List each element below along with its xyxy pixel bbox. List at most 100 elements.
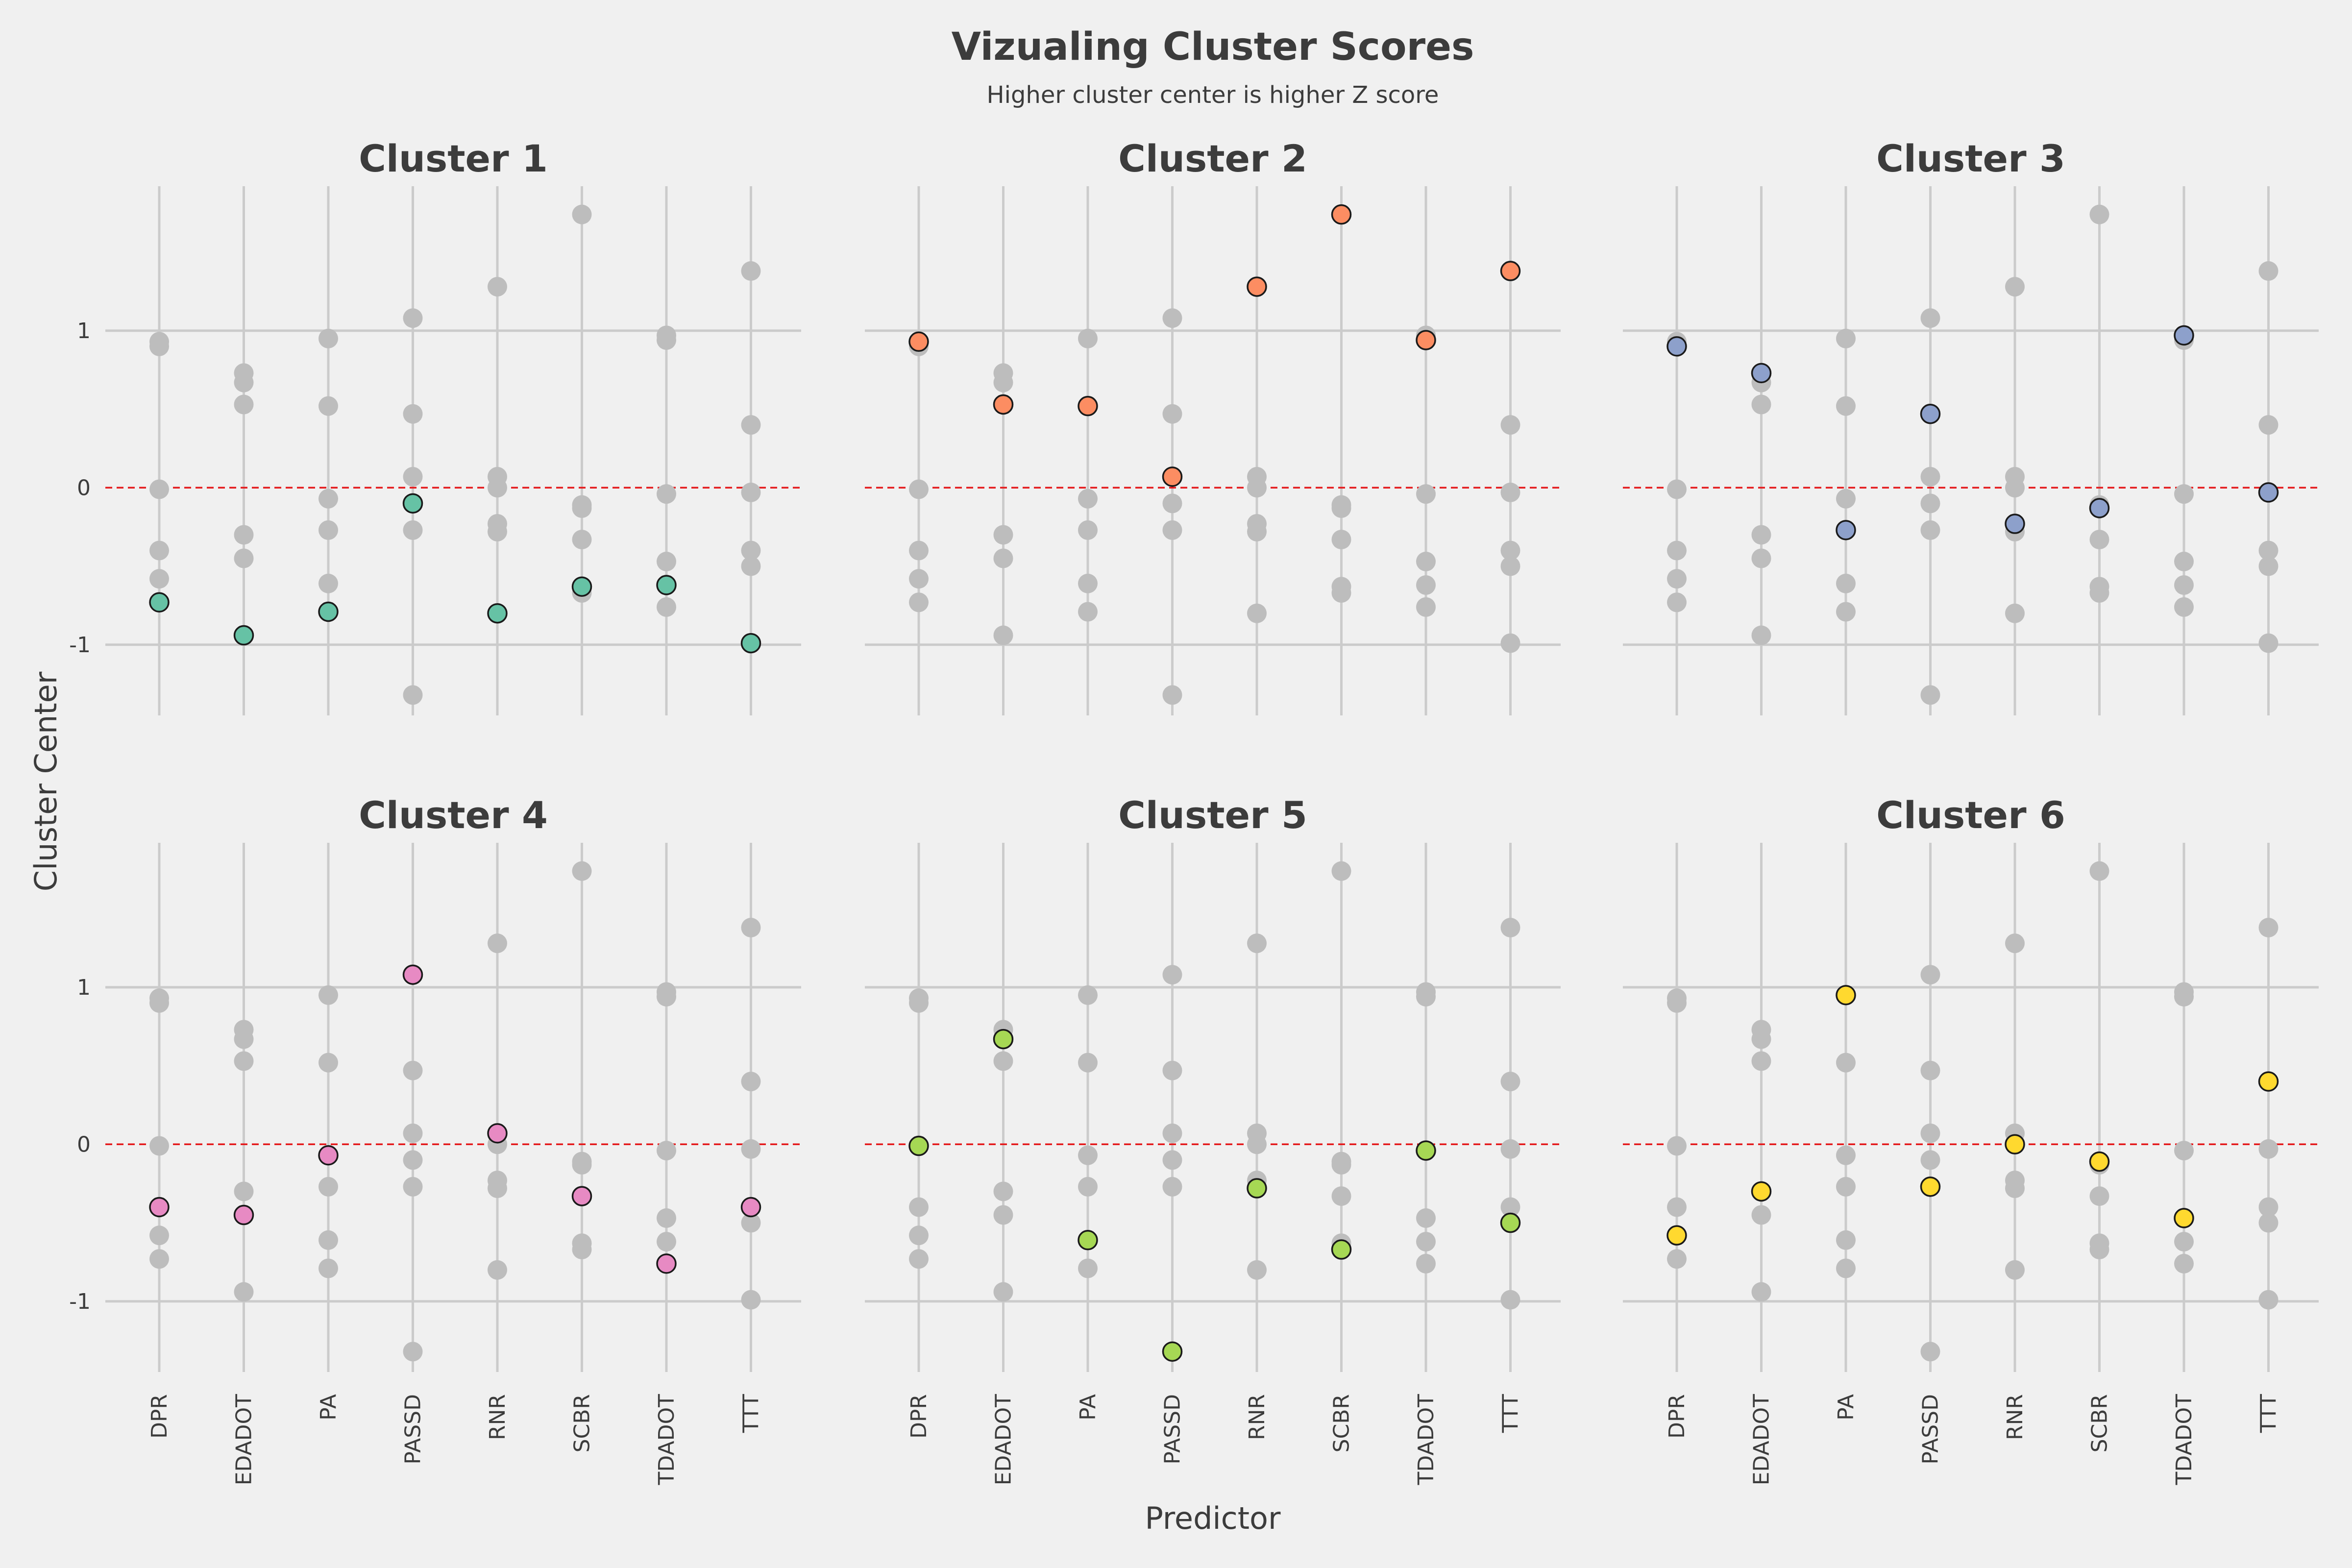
background-point [149,1136,169,1156]
background-point [657,982,676,1002]
x-tick-label: PA [1834,1394,1859,1421]
background-point [403,1150,423,1170]
background-point [1667,569,1687,589]
background-point [1667,540,1687,561]
background-point [1836,489,1856,509]
background-point [1836,396,1856,416]
background-point [2258,918,2278,938]
background-point [1500,556,1520,576]
background-point [234,548,254,568]
background-point [2089,204,2109,224]
background-point [149,1249,169,1269]
background-point [403,1342,423,1362]
background-point [2258,633,2278,653]
background-point [1331,1152,1351,1172]
x-tick-label: EDADOT [232,1394,257,1486]
background-point [1500,633,1520,653]
background-point [657,551,676,571]
background-point [2258,556,2278,576]
panel-cluster-1: Cluster 1 -1 0 1 [69,137,801,715]
background-point [1500,1290,1520,1310]
background-point [149,993,169,1013]
background-point [993,1282,1013,1302]
cluster-point [1078,1230,1098,1250]
background-point [1162,1176,1182,1197]
background-point [1751,394,1771,415]
y-tick-label: 0 [77,475,91,500]
background-point [1836,1145,1856,1165]
x-tick-label: TDADOT [654,1394,679,1486]
background-point [318,1230,338,1250]
background-point [488,1178,507,1199]
cluster-point [1331,1239,1352,1260]
background-point [149,569,169,589]
background-point [1920,493,1940,514]
panel-title: Cluster 5 [1118,793,1307,837]
background-point [318,489,338,509]
background-point [1078,1145,1098,1165]
cluster-point [740,1197,761,1218]
x-tick-label: PASSD [1918,1394,1943,1465]
x-tick-label: DPR [147,1394,172,1439]
background-point [1247,933,1267,954]
cluster-point [1331,204,1352,225]
background-point [1162,1060,1182,1080]
background-point [2174,1253,2194,1274]
background-point [1836,1230,1856,1250]
background-point [1500,482,1520,502]
cluster-point [1162,1341,1183,1362]
background-point [1162,404,1182,424]
background-point [993,1205,1013,1225]
background-point [1836,328,1856,348]
background-point [1162,1123,1182,1143]
background-point [741,1290,761,1310]
cluster-point [1920,403,1941,424]
background-point [1920,1342,1940,1362]
x-tick-label: PA [1076,1394,1101,1421]
background-point [1247,478,1267,498]
y-tick-label: 1 [77,975,91,1000]
background-point [1416,1253,1436,1274]
x-tick-label: EDADOT [1749,1394,1774,1486]
background-point [318,1053,338,1073]
panel-title: Cluster 6 [1876,793,2065,837]
background-point [1751,1282,1771,1302]
background-point [1416,1232,1436,1252]
background-point [234,394,254,415]
background-point [2005,1260,2025,1280]
background-point [1416,575,1436,595]
background-point [993,625,1013,645]
background-point [657,1232,676,1252]
panel-title: Cluster 1 [359,137,548,180]
background-point [1500,918,1520,938]
background-point [2258,540,2278,561]
background-point [741,1139,761,1159]
panel-title: Cluster 2 [1118,137,1307,180]
cluster-point [233,1204,254,1225]
y-axis-label: Cluster Center [28,671,64,891]
cluster-point [318,1145,339,1166]
background-point [1920,965,1940,985]
y-tick-label: 1 [77,318,91,343]
x-axis-label: Predictor [1145,1500,1281,1536]
x-tick-label: TDADOT [2172,1394,2197,1486]
cluster-point [318,601,339,622]
background-point [741,918,761,938]
panel-title: Cluster 3 [1876,137,2065,180]
x-tick-label: TTT [2256,1394,2281,1433]
background-point [149,336,169,356]
background-point [1836,1176,1856,1197]
background-point [993,1181,1013,1201]
background-point [741,482,761,502]
cluster-point [2174,1208,2194,1228]
x-tick-label: RNR [485,1394,510,1440]
panel-cluster-2: Cluster 2 [865,137,1561,715]
background-point [1836,602,1856,622]
cluster-point [1751,1181,1772,1202]
background-point [1667,1136,1687,1156]
background-point [572,495,592,515]
background-point [2089,861,2109,881]
figure-subtitle: Higher cluster center is higher Z score [987,81,1439,109]
background-point [1331,861,1351,881]
background-point [1247,522,1267,542]
